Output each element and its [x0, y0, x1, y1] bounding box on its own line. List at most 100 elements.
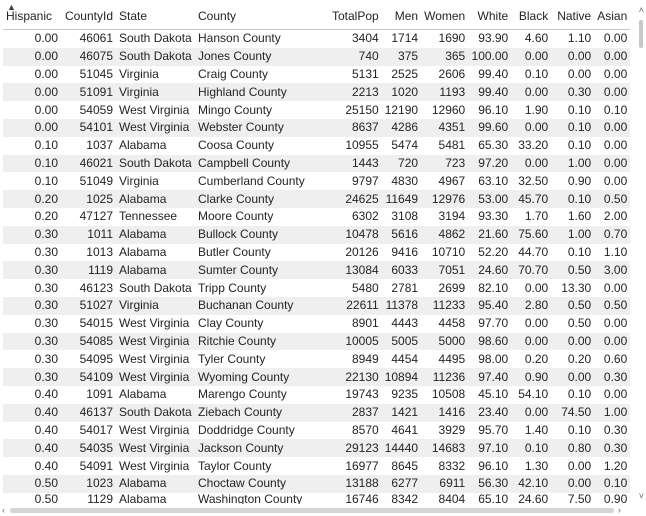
- cell-native: 0.00: [567, 66, 592, 81]
- cell-totalpop: 29123: [329, 439, 382, 458]
- cell-county: Craig County: [198, 66, 269, 81]
- table-row[interactable]: 0.30 1011 Alabama Bullock County 10478 5616 48…: [3, 225, 631, 244]
- scroll-down-icon[interactable]: ˅: [638, 491, 644, 501]
- cell-countyid: 46021: [61, 154, 116, 173]
- table-row[interactable]: 0.00 51045 Virginia Craig County 5131 2525 260…: [3, 66, 630, 84]
- cell-black: 1.90: [524, 102, 549, 117]
- table-row[interactable]: 0.00 54059 West Virginia Mingo County 25150 1…: [3, 101, 630, 119]
- table-row[interactable]: 0.00 46075 South Dakota Jones County 740 375 3…: [3, 47, 631, 66]
- column-header-women[interactable]: Women: [421, 3, 469, 30]
- cell-county: Jones County: [195, 47, 329, 66]
- cell-county: Coosa County: [198, 138, 275, 153]
- vertical-scrollbar[interactable]: ˄ ˅: [634, 0, 646, 504]
- table-row[interactable]: 0.40 46137 South Dakota Ziebach County 2837 1…: [3, 403, 631, 422]
- cell-men: 3108: [391, 209, 419, 224]
- column-header-hispanic[interactable]: ▲ Hispanic: [3, 3, 61, 30]
- cell-totalpop: 24625: [329, 190, 382, 208]
- table-row[interactable]: 0.40 54091 West Virginia Taylor County 16977…: [3, 457, 630, 475]
- table-row[interactable]: 0.30 51027 Virginia Buchanan County 22611 113…: [3, 296, 631, 315]
- cell-white: 96.10: [478, 102, 509, 117]
- table-row[interactable]: 0.50 1023 Alabama Choctaw County 13188 6277 69…: [3, 474, 631, 493]
- horizontal-scroll-thumb[interactable]: [10, 508, 614, 513]
- cell-black: 33.20: [518, 138, 549, 153]
- table-row[interactable]: 0.00 46061 South Dakota Hanson County 3404 17…: [3, 30, 630, 48]
- column-header-men[interactable]: Men: [381, 3, 422, 30]
- sort-ascending-icon[interactable]: ▲: [7, 3, 16, 12]
- cell-asian: 0.70: [594, 225, 631, 244]
- cell-native: 1.00: [551, 154, 595, 173]
- column-header-totalpop[interactable]: TotalPop: [329, 3, 382, 30]
- table-row[interactable]: 0.40 1091 Alabama Marengo County 19743 9235 10…: [3, 386, 630, 404]
- cell-hispanic: 0.30: [3, 368, 61, 386]
- cell-black: 54.10: [518, 387, 549, 402]
- cell-totalpop: 1443: [329, 154, 382, 173]
- cell-countyid: 1013: [86, 244, 113, 259]
- cell-white: 65.30: [478, 138, 509, 153]
- cell-state: West Virginia: [116, 332, 195, 351]
- table-row[interactable]: 0.00 54101 West Virginia Webster County 8637…: [3, 118, 631, 137]
- horizontal-scrollbar[interactable]: ‹ ›: [0, 504, 646, 516]
- cell-state: South Dakota: [116, 403, 195, 422]
- cell-totalpop: 8637: [329, 118, 382, 137]
- table-row[interactable]: 0.20 1025 Alabama Clarke County 24625 11649 12…: [3, 190, 631, 208]
- cell-women: 4351: [421, 118, 469, 137]
- cell-white: 97.20: [468, 154, 512, 173]
- column-header-white[interactable]: White: [468, 3, 512, 30]
- column-header-state[interactable]: State: [116, 3, 195, 30]
- cell-asian: 0.90: [603, 492, 628, 505]
- cell-women: 8404: [438, 492, 466, 505]
- table-row[interactable]: 0.10 51049 Virginia Cumberland County 9797 48…: [3, 172, 630, 190]
- table-row[interactable]: 0.40 54017 West Virginia Doddridge County 85…: [3, 422, 630, 440]
- table-row[interactable]: 0.30 54015 West Virginia Clay County 8901 444…: [3, 315, 630, 333]
- scroll-up-icon[interactable]: ˄: [638, 5, 644, 15]
- cell-native: 0.10: [551, 118, 595, 137]
- cell-men: 11378: [381, 296, 422, 315]
- cell-white: 23.40: [468, 403, 512, 422]
- table-row[interactable]: 0.30 54085 West Virginia Ritchie County 1000…: [3, 332, 631, 351]
- cell-hispanic: 0.00: [34, 31, 58, 46]
- table-row[interactable]: 0.10 46021 South Dakota Campbell County 1443…: [3, 154, 631, 173]
- cell-native: 0.90: [567, 173, 592, 188]
- cell-state: Alabama: [116, 474, 195, 493]
- table-row[interactable]: 0.30 54095 West Virginia Tyler County 8949 44…: [3, 350, 630, 368]
- table-row[interactable]: 0.30 1119 Alabama Sumter County 13084 6033 705…: [3, 261, 631, 280]
- cell-men: 4454: [391, 351, 419, 366]
- cell-women: 14683: [421, 439, 469, 458]
- cell-county: Highland County: [195, 83, 329, 102]
- column-header-county[interactable]: County: [195, 3, 329, 30]
- table-row[interactable]: 0.50 1129 Alabama Washington County 16746 834…: [3, 493, 630, 505]
- cell-men: 9235: [391, 387, 419, 402]
- table-row[interactable]: 0.40 54035 West Virginia Jackson County 2912…: [3, 439, 631, 458]
- cell-asian: 0.00: [594, 154, 631, 173]
- cell-countyid: 46137: [61, 403, 116, 422]
- cell-women: 8332: [438, 458, 466, 473]
- scroll-right-icon[interactable]: ›: [618, 505, 621, 515]
- cell-asian: 0.30: [594, 368, 631, 386]
- cell-women: 2606: [438, 66, 466, 81]
- column-header-black[interactable]: Black: [511, 3, 552, 30]
- column-header-asian[interactable]: Asian: [594, 3, 631, 30]
- table-row[interactable]: 0.00 51091 Virginia Highland County 2213 1020…: [3, 83, 631, 102]
- table-row[interactable]: 0.30 54109 West Virginia Wyoming County 2213…: [3, 368, 631, 386]
- cell-hispanic: 0.40: [3, 439, 61, 458]
- table-row[interactable]: 0.20 47127 Tennessee Moore County 6302 3108 31…: [3, 208, 630, 226]
- cell-hispanic: 0.00: [3, 47, 61, 66]
- column-header-native[interactable]: Native: [551, 3, 595, 30]
- cell-black: 45.70: [511, 190, 552, 208]
- table-row[interactable]: 0.10 1037 Alabama Coosa County 10955 5474 5481…: [3, 137, 630, 155]
- scroll-left-icon[interactable]: ‹: [2, 505, 5, 515]
- column-header-countyid[interactable]: CountyId: [61, 3, 116, 30]
- cell-asian: 0.10: [603, 102, 628, 117]
- vertical-scroll-thumb[interactable]: [639, 20, 643, 48]
- table-row[interactable]: 0.30 1013 Alabama Butler County 20126 9416 107…: [3, 244, 630, 262]
- cell-black: 1.40: [524, 422, 549, 437]
- table-row[interactable]: 0.30 46123 South Dakota Tripp County 5480 278…: [3, 279, 630, 297]
- cell-state: West Virginia: [119, 351, 190, 366]
- cell-hispanic: 0.40: [3, 403, 61, 422]
- cell-countyid: 1023: [61, 474, 116, 493]
- cell-asian: 0.00: [594, 47, 631, 66]
- cell-women: 5481: [438, 138, 466, 153]
- cell-county: Doddridge County: [198, 422, 295, 437]
- cell-asian: 1.20: [603, 458, 628, 473]
